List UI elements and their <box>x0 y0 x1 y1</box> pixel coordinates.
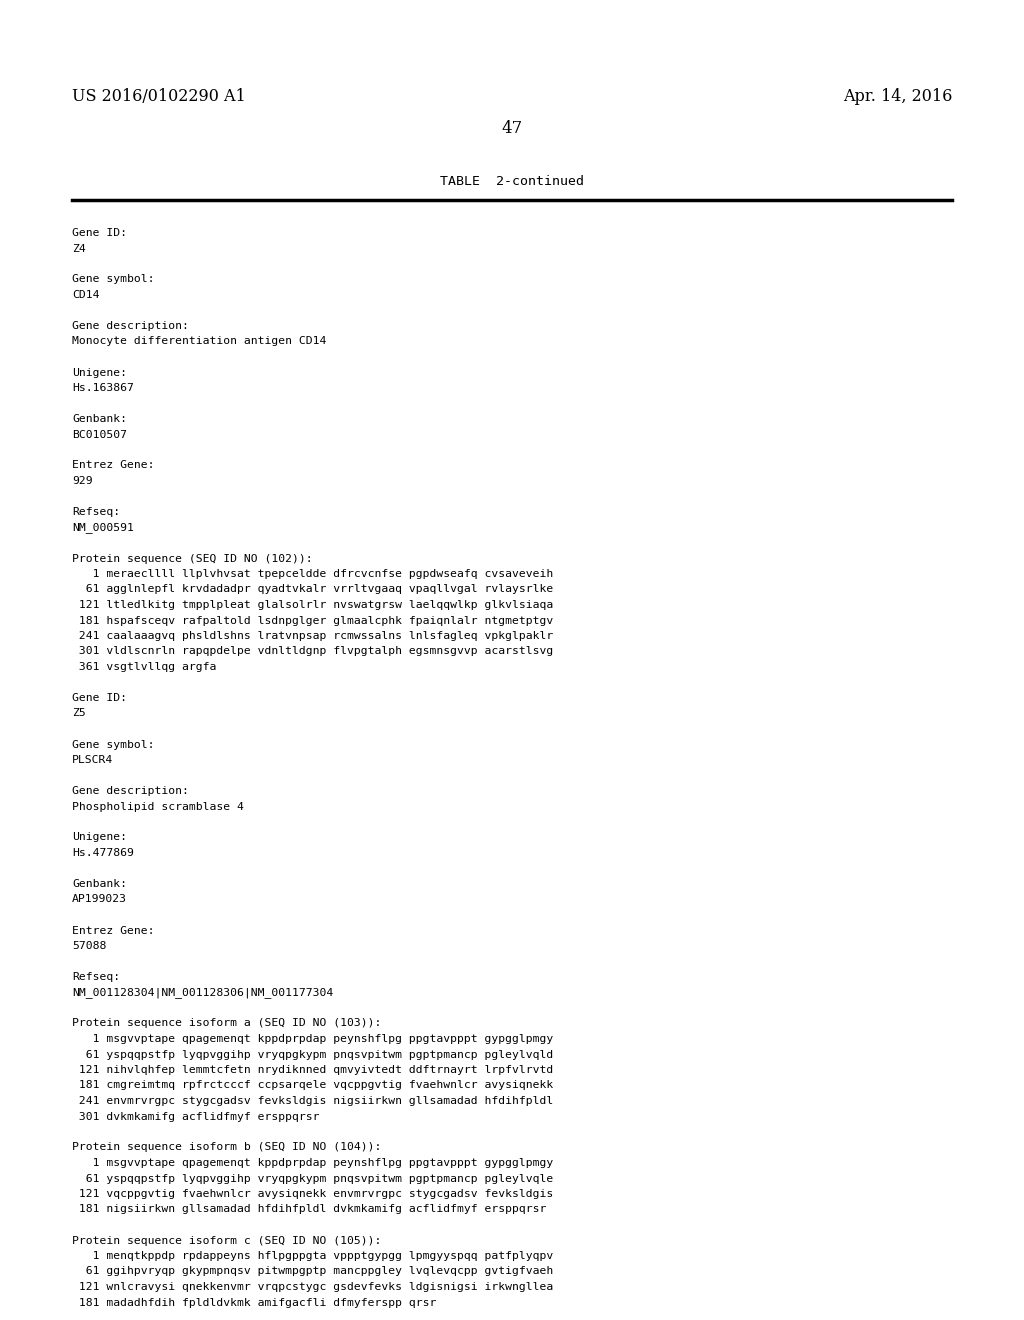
Text: Gene description:: Gene description: <box>72 321 188 331</box>
Text: Gene symbol:: Gene symbol: <box>72 275 155 285</box>
Text: 1 msgvvptape qpagemenqt kppdprpdap peynshflpg ppgtavpppt gypgglpmgy: 1 msgvvptape qpagemenqt kppdprpdap peyns… <box>72 1034 553 1044</box>
Text: Genbank:: Genbank: <box>72 879 127 888</box>
Text: 61 yspqqpstfp lyqpvggihp vryqpgkypm pnqsvpitwm pgptpmancp pgleylvqle: 61 yspqqpstfp lyqpvggihp vryqpgkypm pnqs… <box>72 1173 553 1184</box>
Text: 61 yspqqpstfp lyqpvggihp vryqpgkypm pnqsvpitwm pgptpmancp pgleylvqld: 61 yspqqpstfp lyqpvggihp vryqpgkypm pnqs… <box>72 1049 553 1060</box>
Text: 1 msgvvptape qpagemenqt kppdprpdap peynshflpg ppgtavpppt gypgglpmgy: 1 msgvvptape qpagemenqt kppdprpdap peyns… <box>72 1158 553 1168</box>
Text: Hs.477869: Hs.477869 <box>72 847 134 858</box>
Text: Gene description:: Gene description: <box>72 785 188 796</box>
Text: 1 meraecllll llplvhvsat tpepceldde dfrcvcnfse pgpdwseafq cvsaveveih: 1 meraecllll llplvhvsat tpepceldde dfrcv… <box>72 569 553 579</box>
Text: AP199023: AP199023 <box>72 895 127 904</box>
Text: Entrez Gene:: Entrez Gene: <box>72 925 155 936</box>
Text: Refseq:: Refseq: <box>72 507 120 517</box>
Text: Phospholipid scramblase 4: Phospholipid scramblase 4 <box>72 801 244 812</box>
Text: 301 dvkmkamifg acflidfmyf ersppqrsr: 301 dvkmkamifg acflidfmyf ersppqrsr <box>72 1111 319 1122</box>
Text: 61 ggihpvryqp gkypmpnqsv pitwmpgptp mancppgley lvqlevqcpp gvtigfvaeh: 61 ggihpvryqp gkypmpnqsv pitwmpgptp manc… <box>72 1266 553 1276</box>
Text: 121 vqcppgvtig fvaehwnlcr avysiqnekk envmrvrgpc stygcgadsv fevksldgis: 121 vqcppgvtig fvaehwnlcr avysiqnekk env… <box>72 1189 553 1199</box>
Text: Protein sequence (SEQ ID NO (102)):: Protein sequence (SEQ ID NO (102)): <box>72 553 312 564</box>
Text: 181 hspafsceqv rafpaltold lsdnpglger glmaalcphk fpaiqnlalr ntgmetptgv: 181 hspafsceqv rafpaltold lsdnpglger glm… <box>72 615 553 626</box>
Text: 1 menqtkppdp rpdappeyns hflpgppgta vppptgypgg lpmgyyspqq patfplyqpv: 1 menqtkppdp rpdappeyns hflpgppgta vpppt… <box>72 1251 553 1261</box>
Text: Z5: Z5 <box>72 709 86 718</box>
Text: Entrez Gene:: Entrez Gene: <box>72 461 155 470</box>
Text: TABLE  2-continued: TABLE 2-continued <box>440 176 584 187</box>
Text: 47: 47 <box>502 120 522 137</box>
Text: Z4: Z4 <box>72 243 86 253</box>
Text: 121 ltledlkitg tmpplpleat glalsolrlr nvswatgrsw laelqqwlkp glkvlsiaqа: 121 ltledlkitg tmpplpleat glalsolrlr nvs… <box>72 601 553 610</box>
Text: Gene ID:: Gene ID: <box>72 693 127 704</box>
Text: 181 madadhfdih fpldldvkmk amifgacfli dfmyferspp qrsr: 181 madadhfdih fpldldvkmk amifgacfli dfm… <box>72 1298 436 1308</box>
Text: Protein sequence isoform b (SEQ ID NO (104)):: Protein sequence isoform b (SEQ ID NO (1… <box>72 1143 381 1152</box>
Text: Gene ID:: Gene ID: <box>72 228 127 238</box>
Text: Protein sequence isoform c (SEQ ID NO (105)):: Protein sequence isoform c (SEQ ID NO (1… <box>72 1236 381 1246</box>
Text: Monocyte differentiation antigen CD14: Monocyte differentiation antigen CD14 <box>72 337 327 346</box>
Text: 57088: 57088 <box>72 941 106 950</box>
Text: 181 nigsiirkwn gllsamadad hfdihfpldl dvkmkamifg acflidfmyf ersppqrsr: 181 nigsiirkwn gllsamadad hfdihfpldl dvk… <box>72 1204 547 1214</box>
Text: 361 vsgtlvllqg argfa: 361 vsgtlvllqg argfa <box>72 663 216 672</box>
Text: Hs.163867: Hs.163867 <box>72 383 134 393</box>
Text: 301 vldlscnrln rapqpdelpe vdnltldgnp flvpgtalph egsmnsgvvp acarstlsvg: 301 vldlscnrln rapqpdelpe vdnltldgnp flv… <box>72 647 553 656</box>
Text: NM_000591: NM_000591 <box>72 523 134 533</box>
Text: Unigene:: Unigene: <box>72 367 127 378</box>
Text: Protein sequence isoform a (SEQ ID NO (103)):: Protein sequence isoform a (SEQ ID NO (1… <box>72 1019 381 1028</box>
Text: Genbank:: Genbank: <box>72 414 127 424</box>
Text: 241 envmrvrgpc stygcgadsv fevksldgis nigsiirkwn gllsamadad hfdihfpldl: 241 envmrvrgpc stygcgadsv fevksldgis nig… <box>72 1096 553 1106</box>
Text: Refseq:: Refseq: <box>72 972 120 982</box>
Text: 181 cmgreimtmq rpfrctcccf ccpsarqele vqcppgvtig fvaehwnlcr avysiqnekk: 181 cmgreimtmq rpfrctcccf ccpsarqele vqc… <box>72 1081 553 1090</box>
Text: Apr. 14, 2016: Apr. 14, 2016 <box>843 88 952 106</box>
Text: 241 caalaaagvq phsldlshns lratvnpsap rcmwssalns lnlsfagleq vpkglpaklr: 241 caalaaagvq phsldlshns lratvnpsap rcm… <box>72 631 553 642</box>
Text: CD14: CD14 <box>72 290 99 300</box>
Text: PLSCR4: PLSCR4 <box>72 755 114 766</box>
Text: 121 nihvlqhfep lemmtcfetn nrydiknned qmvyivtedt ddftrnayrt lrpfvlrvtd: 121 nihvlqhfep lemmtcfetn nrydiknned qmv… <box>72 1065 553 1074</box>
Text: 61 agglnlepfl krvdadadpr qyadtvkalr vrrltvgaaq vpaqllvgal rvlaysrlke: 61 agglnlepfl krvdadadpr qyadtvkalr vrrl… <box>72 585 553 594</box>
Text: NM_001128304|NM_001128306|NM_001177304: NM_001128304|NM_001128306|NM_001177304 <box>72 987 333 998</box>
Text: BC010507: BC010507 <box>72 429 127 440</box>
Text: Gene symbol:: Gene symbol: <box>72 739 155 750</box>
Text: US 2016/0102290 A1: US 2016/0102290 A1 <box>72 88 246 106</box>
Text: Unigene:: Unigene: <box>72 833 127 842</box>
Text: 929: 929 <box>72 477 92 486</box>
Text: 121 wnlcravysi qnekkenvmr vrqpcstygc gsdevfevks ldgisnigsі irkwngllea: 121 wnlcravysi qnekkenvmr vrqpcstygc gsd… <box>72 1282 553 1292</box>
